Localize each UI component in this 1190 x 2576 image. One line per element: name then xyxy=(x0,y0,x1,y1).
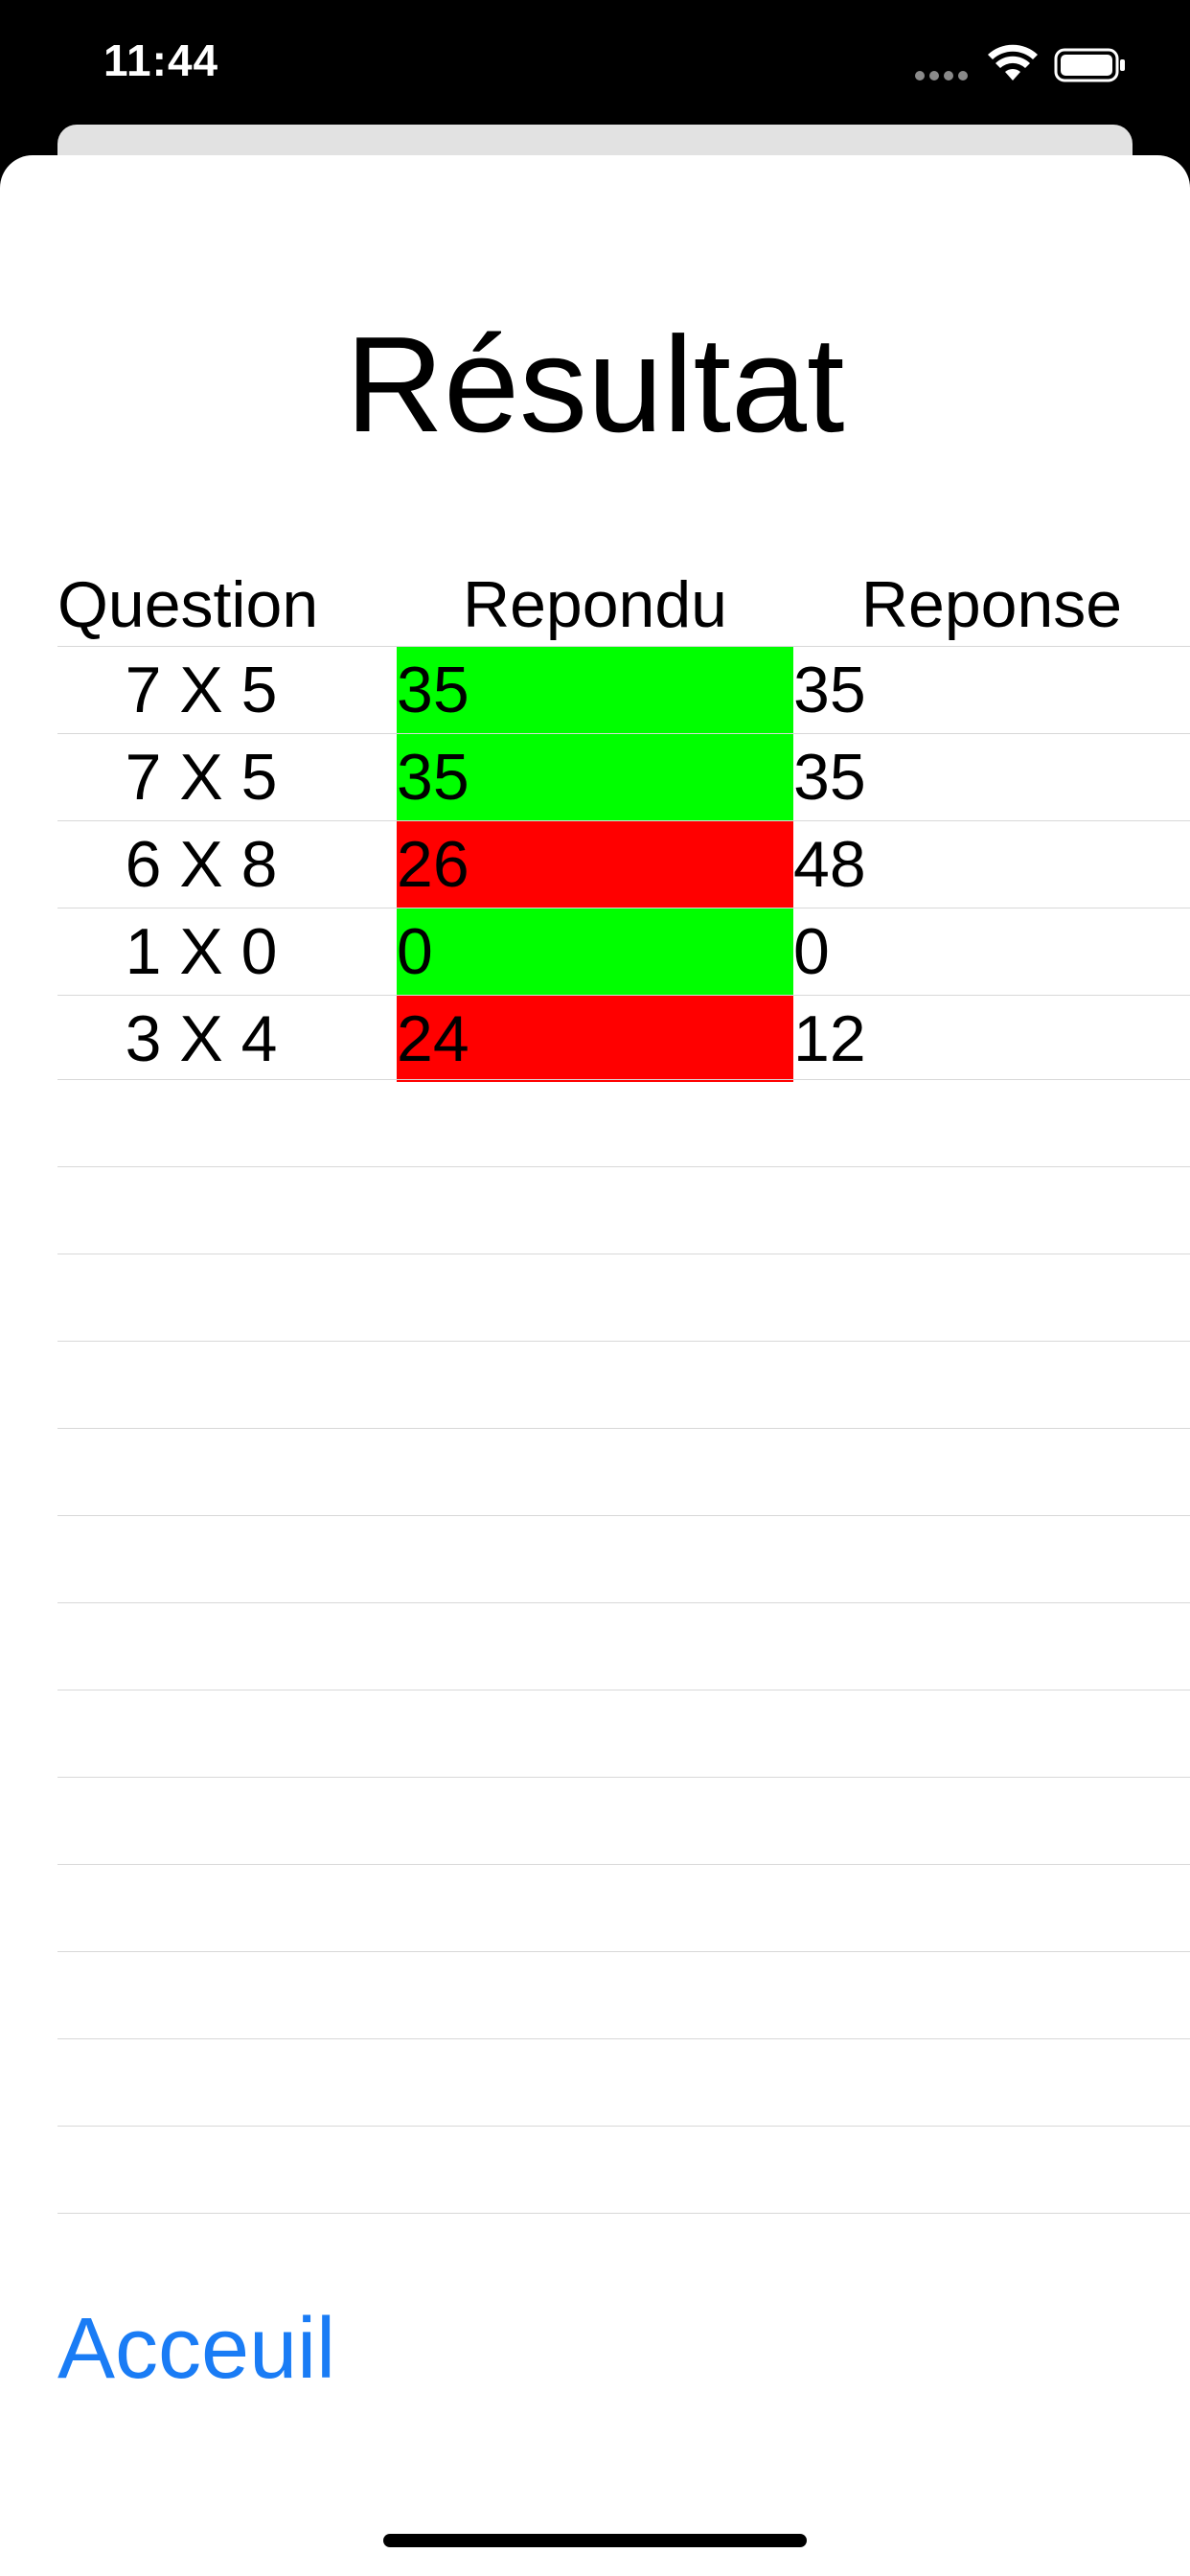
table-row: 7 X 5 35 35 xyxy=(57,733,1190,820)
answer-cell: 48 xyxy=(793,828,866,901)
empty-row xyxy=(57,1341,1190,1428)
battery-icon xyxy=(1054,48,1125,82)
empty-row xyxy=(57,1079,1190,1166)
status-time: 11:44 xyxy=(103,35,219,85)
table-row: 6 X 8 26 48 xyxy=(57,820,1190,908)
answer-cell: 35 xyxy=(793,654,866,726)
home-indicator xyxy=(383,2534,807,2547)
answered-cell-incorrect: 24 xyxy=(397,996,793,1082)
empty-row xyxy=(57,1602,1190,1690)
modal-sheet: Résultat xyxy=(0,155,1190,2576)
header-answer: Reponse xyxy=(860,568,1123,641)
answered-cell-correct: 35 xyxy=(397,734,793,820)
signal-icon xyxy=(915,71,969,80)
answer-cell: 35 xyxy=(793,741,866,814)
question-cell: 7 X 5 xyxy=(125,741,278,814)
question-cell: 7 X 5 xyxy=(125,654,278,726)
answered-cell-correct: 0 xyxy=(397,908,793,995)
empty-row xyxy=(57,2126,1190,2213)
answered-cell-correct: 35 xyxy=(397,647,793,733)
empty-row xyxy=(57,1166,1190,1254)
wifi-icon xyxy=(988,44,1038,80)
question-cell: 6 X 8 xyxy=(125,828,278,901)
answer-cell: 0 xyxy=(793,915,830,988)
empty-row xyxy=(57,1864,1190,1951)
empty-row xyxy=(57,1690,1190,1777)
empty-row xyxy=(57,1777,1190,1864)
header-question: Question xyxy=(57,568,319,641)
empty-row xyxy=(57,1951,1190,2038)
question-cell: 1 X 0 xyxy=(125,915,278,988)
home-button[interactable]: Acceuil xyxy=(57,2301,336,2397)
page-title: Résultat xyxy=(345,309,845,461)
empty-table-rows xyxy=(57,1079,1190,2300)
empty-row xyxy=(57,1428,1190,1515)
question-cell: 3 X 4 xyxy=(125,1002,278,1075)
empty-row xyxy=(57,1515,1190,1602)
status-bar: 11:44 xyxy=(0,0,1190,144)
table-row: 3 X 4 24 12 xyxy=(57,995,1190,1082)
empty-row xyxy=(57,2213,1190,2300)
answered-cell-incorrect: 26 xyxy=(397,821,793,908)
table-row: 7 X 5 35 35 xyxy=(57,646,1190,733)
answer-cell: 12 xyxy=(793,1002,866,1075)
header-answered: Repondu xyxy=(462,568,728,641)
table-header: Question Repondu Reponse xyxy=(57,554,1190,646)
empty-row xyxy=(57,2038,1190,2126)
empty-row xyxy=(57,1254,1190,1341)
